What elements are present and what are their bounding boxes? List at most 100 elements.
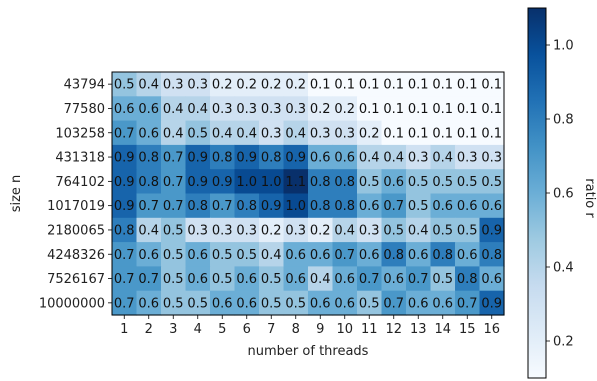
heatmap-cell: [283, 72, 309, 97]
cell-value-label: 0.7: [383, 296, 404, 311]
cell-value-label: 0.8: [212, 151, 233, 166]
heatmap-cell: [357, 72, 383, 97]
cell-value-label: 0.7: [408, 272, 429, 287]
heatmap-cell: [357, 120, 383, 146]
cell-value-label: 0.2: [236, 78, 257, 93]
cell-value-label: 0.9: [114, 175, 135, 190]
cell-value-label: 0.1: [481, 102, 502, 117]
cell-value-label: 0.7: [138, 199, 159, 214]
cell-value-label: 0.5: [481, 175, 502, 190]
heatmap-cell: [136, 144, 162, 170]
heatmap-cell: [357, 144, 383, 170]
heatmap-cell: [479, 290, 505, 316]
cell-value-label: 0.8: [334, 175, 355, 190]
cell-value-label: 0.6: [334, 151, 355, 166]
heatmap-cell: [259, 290, 285, 316]
heatmap-cell: [283, 242, 309, 267]
heatmap-cell: [283, 144, 309, 170]
cell-value-label: 0.8: [114, 223, 135, 238]
cell-value-label: 0.4: [163, 102, 184, 117]
cell-value-label: 0.6: [310, 296, 331, 311]
cell-value-label: 0.8: [481, 248, 502, 263]
cell-value-label: 0.7: [212, 199, 233, 214]
x-tick-label: 15: [459, 322, 476, 337]
heatmap-cell: [185, 242, 211, 267]
cell-value-label: 0.6: [187, 248, 208, 263]
heatmap-cell: [406, 290, 432, 316]
heatmap-cell: [259, 120, 285, 146]
cell-value-label: 0.3: [408, 151, 429, 166]
x-tick-label: 12: [385, 322, 402, 337]
heatmap-cell: [381, 290, 407, 316]
cell-value-label: 0.5: [114, 78, 135, 93]
cell-value-label: 0.4: [432, 151, 453, 166]
heatmap-cell: [185, 72, 211, 97]
cell-value-label: 0.6: [236, 296, 257, 311]
cell-value-label: 0.9: [114, 151, 135, 166]
cell-value-label: 0.5: [212, 272, 233, 287]
cell-value-label: 0.6: [481, 272, 502, 287]
cell-value-label: 0.3: [163, 78, 184, 93]
heatmap-cell: [357, 217, 383, 243]
heatmap-cell: [112, 290, 138, 316]
cell-value-label: 0.7: [163, 151, 184, 166]
colorbar-tick-label: 0.4: [553, 261, 574, 276]
heatmap-cell: [308, 72, 334, 97]
heatmap-cell: [406, 242, 432, 267]
heatmap-cell: [112, 96, 138, 122]
cell-value-label: 0.5: [212, 248, 233, 263]
x-tick-label: 10: [336, 322, 353, 337]
heatmap-cell: [479, 96, 505, 122]
heatmap-cell: [357, 290, 383, 316]
heatmap-cell: [259, 217, 285, 243]
cell-value-label: 0.5: [383, 223, 404, 238]
cell-value-label: 0.3: [212, 223, 233, 238]
cell-value-label: 0.5: [432, 175, 453, 190]
heatmap-cell: [161, 266, 187, 292]
cell-value-label: 0.1: [383, 102, 404, 117]
heatmap-cell: [332, 144, 358, 170]
heatmap-cell: [283, 217, 309, 243]
heatmap-cell: [161, 242, 187, 267]
heatmap-cell: [210, 96, 236, 122]
cell-value-label: 0.7: [163, 199, 184, 214]
heatmap-cell: [112, 217, 138, 243]
cell-value-label: 0.5: [187, 296, 208, 311]
heatmap-cell: [234, 96, 260, 122]
heatmap-cell: [332, 169, 358, 195]
heatmap-cell: [308, 217, 334, 243]
heatmap-cell: [161, 290, 187, 316]
heatmap-cell: [161, 193, 187, 219]
cell-value-label: 0.3: [236, 223, 257, 238]
heatmap-cell: [210, 144, 236, 170]
y-axis-title: size n: [9, 175, 24, 213]
heatmap-cell: [112, 144, 138, 170]
heatmap-cell: [381, 169, 407, 195]
heatmap-cell: [479, 266, 505, 292]
x-tick-label: 8: [292, 322, 300, 337]
cell-value-label: 0.9: [285, 151, 306, 166]
y-tick-label: 10000000: [39, 296, 105, 311]
heatmap-cell: [357, 169, 383, 195]
x-tick-label: 5: [218, 322, 226, 337]
heatmap-cell: [430, 217, 456, 243]
heatmap-cell: [136, 120, 162, 146]
heatmap-cell: [455, 144, 481, 170]
heatmap-cell: [332, 217, 358, 243]
cell-value-label: 0.3: [359, 223, 380, 238]
heatmap-cell: [381, 72, 407, 97]
x-tick-label: 16: [483, 322, 500, 337]
heatmap-cell: [185, 290, 211, 316]
cell-value-label: 0.3: [261, 102, 282, 117]
heatmap-cell: [136, 290, 162, 316]
heatmap-cell: [308, 144, 334, 170]
heatmap-cell: [455, 290, 481, 316]
cell-value-label: 0.5: [261, 296, 282, 311]
heatmap-cell: [308, 193, 334, 219]
cell-value-label: 0.9: [212, 175, 233, 190]
cell-value-label: 0.3: [310, 126, 331, 141]
heatmap-cell: [234, 193, 260, 219]
heatmap-cell: [455, 96, 481, 122]
heatmap-cell: [136, 96, 162, 122]
cell-value-label: 0.6: [457, 248, 478, 263]
